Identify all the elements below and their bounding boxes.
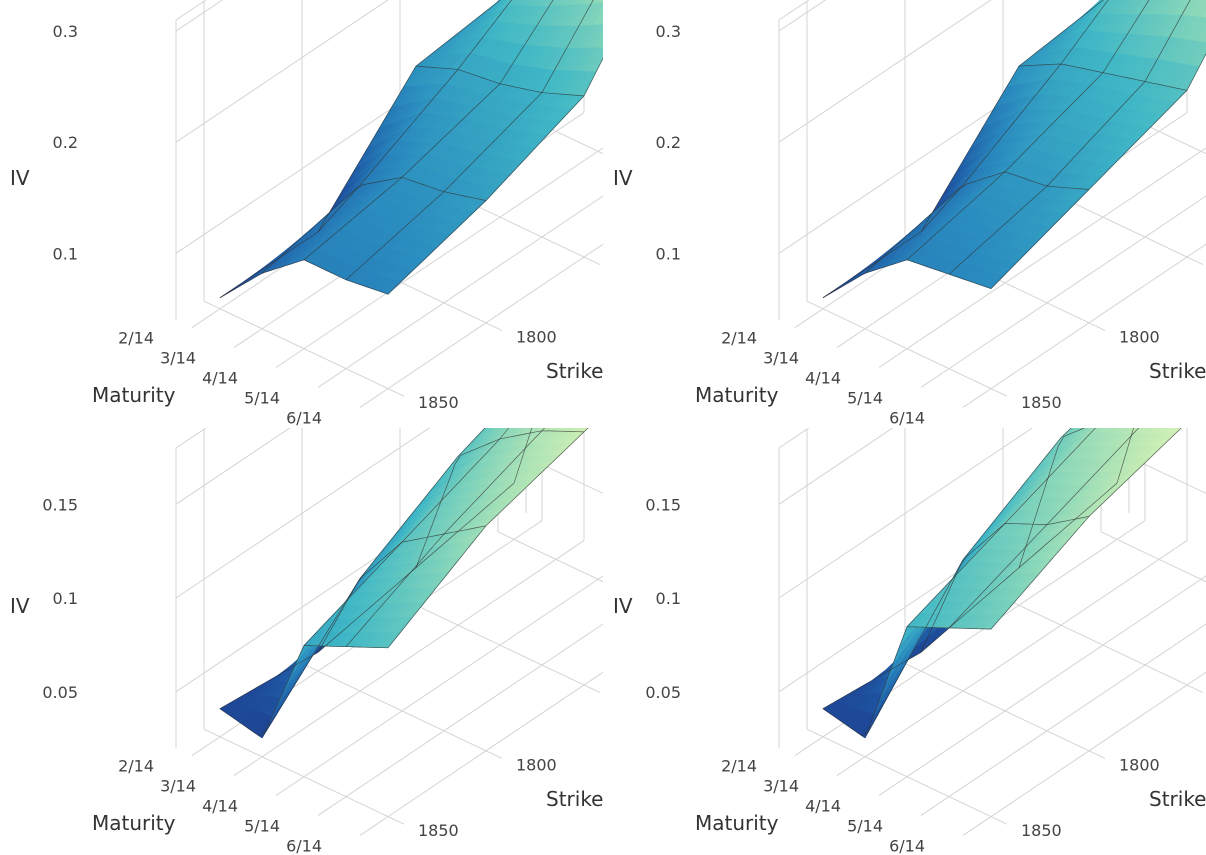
- maturity-tick-label: 6/14: [889, 408, 925, 427]
- maturity-tick-label: 3/14: [763, 349, 799, 368]
- surface-mesh: [822, 0, 1206, 299]
- iv-surface: [219, 0, 603, 298]
- iv-surface: [219, 428, 589, 739]
- z-tick-label: 0.2: [53, 133, 78, 152]
- z-tick-label: 0.1: [53, 589, 78, 608]
- maturity-tick-label: 2/14: [118, 329, 154, 348]
- z-tick-label: 0.15: [42, 495, 78, 514]
- z-tick-label: 0.1: [656, 589, 681, 608]
- z-tick-label: 0.1: [656, 244, 681, 263]
- strike-tick-label: 1850: [418, 393, 459, 412]
- strike-tick-label: 1850: [1021, 821, 1062, 840]
- iv-surface-panel-top-left: 0.10.20.32/143/144/145/146/1417001750180…: [10, 0, 603, 427]
- z-tick-label: 0.2: [656, 133, 681, 152]
- iv-surface: [822, 428, 1182, 739]
- z-tick-label: 0.3: [53, 22, 78, 41]
- z-tick-label: 0.15: [645, 495, 681, 514]
- maturity-tick-label: 4/14: [805, 797, 841, 816]
- iv-surface-panel-bottom-right: 0.050.10.152/143/144/145/146/14170017501…: [613, 428, 1206, 855]
- z-tick-label: 0.1: [53, 244, 78, 263]
- iv-surface-panel-top-right: 0.10.20.32/143/144/145/146/1417001750180…: [613, 0, 1206, 427]
- strike-tick-label: 1850: [418, 821, 459, 840]
- maturity-axis-title: Maturity: [695, 811, 779, 835]
- maturity-axis-title: Maturity: [92, 383, 176, 407]
- strike-tick-label: 1800: [1119, 755, 1160, 774]
- maturity-tick-label: 5/14: [244, 388, 280, 407]
- maturity-axis-title: Maturity: [92, 811, 176, 835]
- z-axis-title: IV: [10, 594, 30, 618]
- strike-tick-label: 1850: [1021, 393, 1062, 412]
- maturity-tick-label: 6/14: [286, 408, 322, 427]
- z-axis-title: IV: [613, 166, 633, 190]
- maturity-tick-label: 2/14: [721, 757, 757, 776]
- strike-axis-title: Strike: [1149, 359, 1206, 383]
- surface-mesh: [822, 428, 1182, 739]
- maturity-tick-label: 5/14: [847, 816, 883, 835]
- maturity-tick-label: 6/14: [889, 836, 925, 855]
- maturity-tick-label: 3/14: [763, 777, 799, 796]
- strike-axis-title: Strike: [1149, 787, 1206, 811]
- maturity-tick-label: 4/14: [202, 797, 238, 816]
- maturity-tick-label: 2/14: [118, 757, 154, 776]
- z-axis-title: IV: [613, 594, 633, 618]
- maturity-tick-label: 5/14: [847, 388, 883, 407]
- strike-tick-label: 1800: [1119, 327, 1160, 346]
- z-tick-label: 0.05: [42, 683, 78, 702]
- strike-axis-title: Strike: [546, 787, 603, 811]
- maturity-tick-label: 6/14: [286, 836, 322, 855]
- z-axis-title: IV: [10, 166, 30, 190]
- maturity-tick-label: 2/14: [721, 329, 757, 348]
- strike-tick-label: 1800: [516, 327, 557, 346]
- z-tick-label: 0.3: [656, 22, 681, 41]
- iv-surface-panel-bottom-left: 0.050.10.152/143/144/145/146/14170017501…: [10, 428, 603, 855]
- z-tick-label: 0.05: [645, 683, 681, 702]
- maturity-tick-label: 4/14: [805, 369, 841, 388]
- maturity-tick-label: 3/14: [160, 777, 196, 796]
- strike-axis-title: Strike: [546, 359, 603, 383]
- strike-tick-label: 1800: [516, 755, 557, 774]
- maturity-tick-label: 3/14: [160, 349, 196, 368]
- surface-mesh: [219, 0, 603, 299]
- iv-surface: [822, 0, 1206, 298]
- surface-mesh: [219, 428, 589, 739]
- maturity-axis-title: Maturity: [695, 383, 779, 407]
- grid-lines: [778, 428, 1206, 836]
- maturity-tick-label: 4/14: [202, 369, 238, 388]
- maturity-tick-label: 5/14: [244, 816, 280, 835]
